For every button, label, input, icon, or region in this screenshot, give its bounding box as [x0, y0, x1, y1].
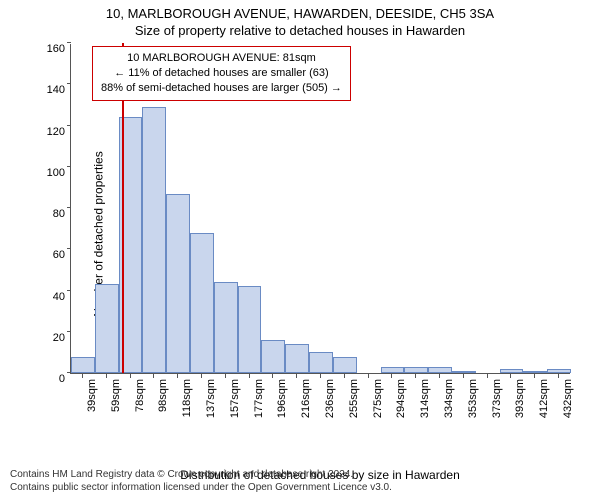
ytick-mark: [67, 83, 71, 84]
histogram-bar: [500, 369, 524, 373]
ytick-mark: [67, 166, 71, 167]
histogram-bar: [95, 284, 119, 373]
histogram-bar: [238, 286, 262, 373]
xtick-mark: [558, 374, 559, 378]
xtick-mark: [225, 374, 226, 378]
histogram-bar: [166, 194, 190, 373]
ytick-label: 160: [35, 43, 65, 55]
xtick-mark: [439, 374, 440, 378]
xtick-label: 78sqm: [134, 379, 146, 412]
xtick-mark: [534, 374, 535, 378]
ytick-mark: [67, 125, 71, 126]
xtick-mark: [153, 374, 154, 378]
xtick-mark: [249, 374, 250, 378]
footer-line2: Contains public sector information licen…: [10, 482, 392, 495]
ytick-label: 0: [35, 373, 65, 385]
xtick-label: 275sqm: [372, 379, 384, 418]
xtick-label: 393sqm: [514, 379, 526, 418]
chart-region: Number of detached properties 0204060801…: [22, 44, 582, 424]
ytick-mark: [67, 42, 71, 43]
histogram-bar: [71, 357, 95, 374]
histogram-bar: [309, 352, 333, 373]
ytick-label: 20: [35, 332, 65, 344]
ytick-label: 40: [35, 291, 65, 303]
xtick-mark: [82, 374, 83, 378]
xtick-label: 157sqm: [229, 379, 241, 418]
xtick-mark: [415, 374, 416, 378]
xtick-mark: [106, 374, 107, 378]
histogram-bar: [333, 357, 357, 374]
xtick-label: 98sqm: [157, 379, 169, 412]
histogram-bar: [190, 233, 214, 373]
xtick-mark: [272, 374, 273, 378]
xtick-mark: [344, 374, 345, 378]
xtick-mark: [368, 374, 369, 378]
histogram-bar: [452, 371, 476, 373]
xtick-label: 294sqm: [395, 379, 407, 418]
histogram-bar: [142, 107, 166, 373]
ytick-label: 120: [35, 126, 65, 138]
ytick-label: 80: [35, 208, 65, 220]
xtick-mark: [296, 374, 297, 378]
annotation-line2: ← 11% of detached houses are smaller (63…: [101, 66, 342, 81]
ytick-mark: [67, 248, 71, 249]
xtick-label: 118sqm: [181, 379, 193, 417]
xtick-label: 412sqm: [538, 379, 550, 418]
histogram-bar: [214, 282, 238, 373]
histogram-bar: [261, 340, 285, 373]
title-block: 10, MARLBOROUGH AVENUE, HAWARDEN, DEESID…: [0, 0, 600, 38]
annotation-line1: 10 MARLBOROUGH AVENUE: 81sqm: [101, 51, 342, 66]
histogram-bar: [381, 367, 405, 373]
histogram-bar: [547, 369, 571, 373]
xtick-mark: [487, 374, 488, 378]
xtick-label: 39sqm: [86, 379, 98, 412]
xtick-label: 314sqm: [419, 379, 431, 418]
histogram-bar: [428, 367, 452, 373]
xtick-mark: [201, 374, 202, 378]
histogram-bar: [285, 344, 309, 373]
xtick-mark: [130, 374, 131, 378]
xtick-label: 137sqm: [205, 379, 217, 418]
ytick-label: 140: [35, 84, 65, 96]
xtick-label: 334sqm: [443, 379, 455, 418]
xtick-label: 177sqm: [253, 379, 265, 418]
xtick-mark: [177, 374, 178, 378]
ytick-label: 60: [35, 249, 65, 261]
ytick-mark: [67, 290, 71, 291]
xtick-label: 432sqm: [562, 379, 574, 418]
xtick-mark: [463, 374, 464, 378]
xtick-label: 353sqm: [467, 379, 479, 418]
footer-line1: Contains HM Land Registry data © Crown c…: [10, 469, 392, 482]
histogram-bar: [404, 367, 428, 373]
annotation-box: 10 MARLBOROUGH AVENUE: 81sqm ← 11% of de…: [92, 46, 351, 101]
histogram-bar: [523, 371, 547, 373]
ytick-mark: [67, 207, 71, 208]
xtick-mark: [391, 374, 392, 378]
footer: Contains HM Land Registry data © Crown c…: [10, 469, 392, 494]
ytick-label: 100: [35, 167, 65, 179]
xtick-mark: [320, 374, 321, 378]
ytick-mark: [67, 331, 71, 332]
xtick-mark: [510, 374, 511, 378]
xtick-label: 196sqm: [276, 379, 288, 418]
xtick-label: 216sqm: [300, 379, 312, 418]
page-title: 10, MARLBOROUGH AVENUE, HAWARDEN, DEESID…: [0, 6, 600, 21]
annotation-line3: 88% of semi-detached houses are larger (…: [101, 81, 342, 96]
xtick-label: 236sqm: [324, 379, 336, 418]
xtick-label: 373sqm: [491, 379, 503, 418]
xtick-label: 59sqm: [110, 379, 122, 412]
page-subtitle: Size of property relative to detached ho…: [0, 23, 600, 38]
xtick-label: 255sqm: [348, 379, 360, 418]
